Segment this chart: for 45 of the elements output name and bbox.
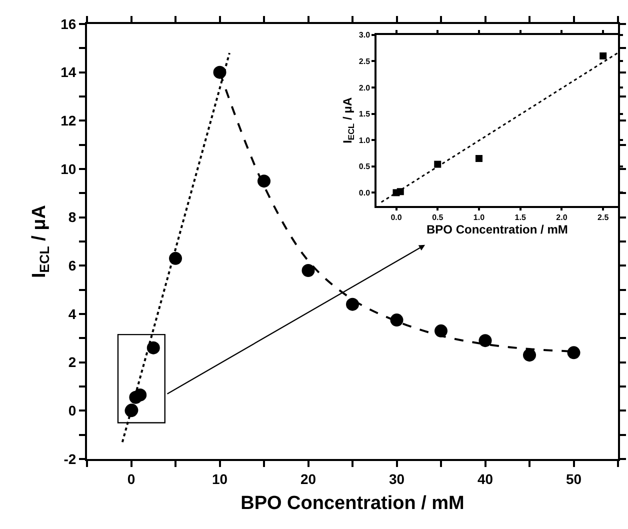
y-tick-label: 2.0: [358, 83, 371, 92]
x-tick-label: 1.5: [514, 213, 526, 222]
x-tick-label: 0.5: [432, 213, 444, 222]
x-tick-label: 20: [300, 470, 316, 487]
y-tick-label: 3.0: [358, 30, 371, 40]
y-tick-label: 14: [60, 64, 76, 80]
point: [258, 174, 270, 188]
x-tick-label: 50: [566, 470, 582, 487]
point: [434, 324, 448, 338]
y-tick-label: 1.5: [358, 110, 371, 119]
point: [302, 264, 315, 277]
point: [523, 348, 536, 362]
x-axis-title: BPO Concentration / mM: [426, 222, 568, 237]
x-tick-label: 0.0: [390, 213, 402, 222]
point: [390, 314, 404, 327]
point: [169, 252, 182, 265]
point: [475, 154, 482, 162]
y-tick-label: 10: [60, 160, 76, 177]
point: [600, 52, 607, 60]
point: [478, 334, 492, 348]
y-tick-label: 6: [68, 258, 76, 274]
x-tick-label: 10: [212, 470, 228, 487]
y-tick-label: 16: [60, 16, 76, 32]
point: [146, 341, 160, 354]
x-tick-label: 2.0: [556, 213, 568, 222]
y-tick-label: -2: [64, 450, 76, 467]
y-tick-label: 12: [60, 112, 76, 129]
point: [346, 298, 359, 311]
x-tick-label: 1.0: [473, 213, 486, 222]
y-tick-label: 8: [68, 209, 76, 226]
x-tick-label: 0: [127, 470, 136, 487]
y-tick-label: 2.5: [358, 56, 371, 66]
point: [134, 388, 147, 402]
x-axis-title: BPO Concentration / mM: [240, 493, 464, 514]
x-tick-label: 2.5: [598, 213, 610, 222]
y-tick-label: 0.5: [358, 162, 371, 172]
y-tick-label: 2: [68, 354, 76, 370]
point: [434, 160, 442, 168]
x-tick-label: 30: [388, 470, 405, 487]
y-tick-label: 4: [68, 306, 76, 322]
point: [567, 346, 580, 360]
y-tick-label: 0.0: [358, 188, 371, 198]
x-tick-label: 40: [477, 470, 494, 487]
y-tick-label: 0: [68, 402, 76, 419]
y-tick-label: 1.0: [358, 136, 371, 145]
